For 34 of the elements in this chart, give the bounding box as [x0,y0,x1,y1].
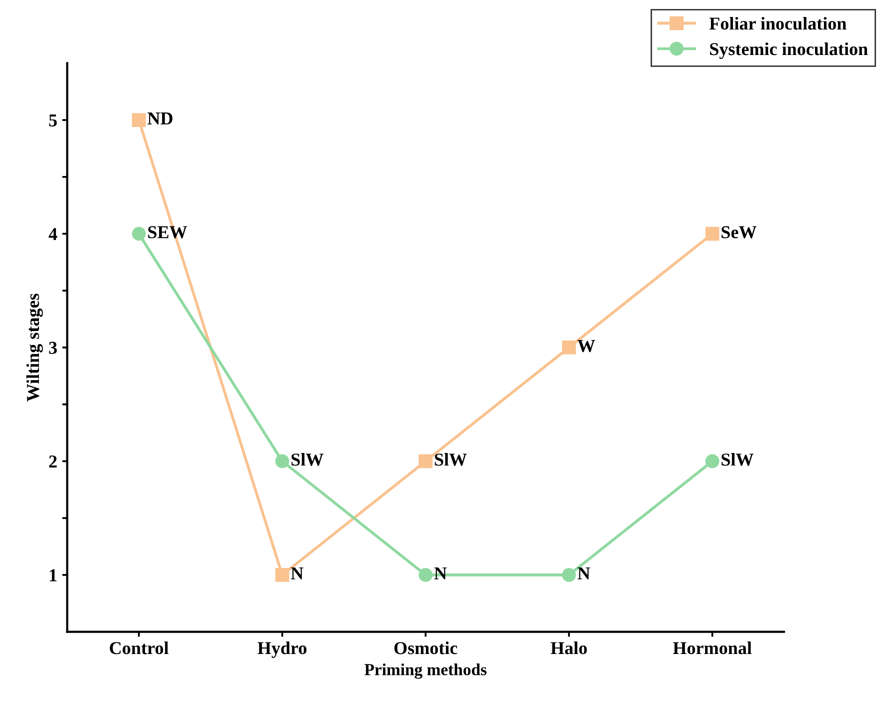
data-label: SeW [722,226,756,238]
point [132,226,146,241]
data-label: N [578,567,590,580]
point [705,454,720,468]
y-tick-label: 2 [49,456,57,468]
y-axis-title: Wilting stages [26,294,43,402]
point [562,568,576,582]
y-tick-label: 3 [49,342,57,354]
y-tick-label: 5 [49,114,57,126]
x-tick-label: Hydro [258,642,306,658]
data-label: W [578,340,596,352]
y-tick-label: 4 [48,228,58,240]
x-axis-title: Priming methods [364,664,487,679]
x-tick-label: Osmotic [394,642,458,654]
point [418,454,433,468]
x-tick-label: Control [110,642,169,654]
data-label: SlW [292,453,324,466]
data-label: SlW [722,453,754,466]
data-label: SEW [148,226,188,238]
data-label: N [290,567,304,580]
point [562,340,576,354]
point [705,226,720,241]
data-label: N [434,567,447,580]
legend-label: Foliar inoculation [709,16,846,30]
x-tick-label: Halo [550,642,587,654]
x-tick-label: Hormonal [673,642,752,654]
point [418,568,433,582]
data-label: ND [148,112,172,124]
y-tick-label: 1 [50,569,57,582]
point [275,568,290,582]
point [275,454,290,468]
data-label: SlW [434,453,467,466]
point [132,113,146,127]
legend-label: Systemic inoculation [710,42,868,59]
